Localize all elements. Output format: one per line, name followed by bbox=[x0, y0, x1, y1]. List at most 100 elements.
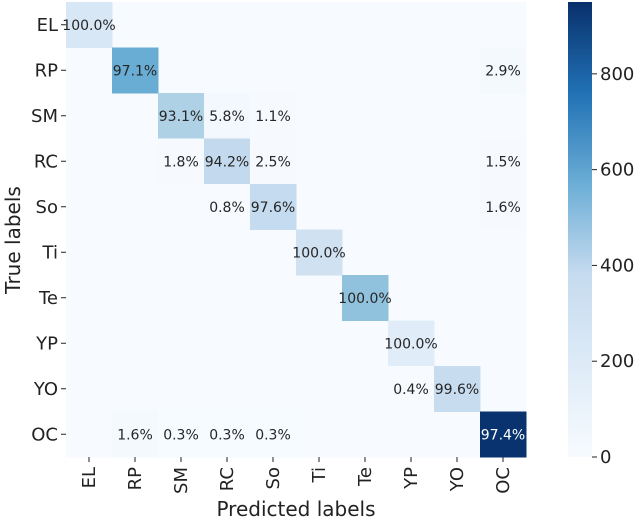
heatmap-cell bbox=[388, 138, 435, 185]
heatmap-cell bbox=[342, 366, 389, 412]
heatmap-grid bbox=[66, 2, 527, 458]
heatmap-cell bbox=[204, 47, 251, 94]
heatmap-cell bbox=[250, 320, 297, 367]
heatmap-cell bbox=[112, 47, 159, 94]
x-tick-label: YP bbox=[401, 467, 422, 490]
heatmap-cell bbox=[66, 93, 113, 139]
colorbar-ticks: 0 200 400 600 800 bbox=[592, 64, 634, 468]
heatmap-cell bbox=[388, 411, 435, 458]
cell-value-label: 2.5% bbox=[255, 154, 291, 170]
heatmap-cell bbox=[158, 229, 205, 276]
heatmap-cell bbox=[296, 320, 343, 367]
cell-value-label: 97.4% bbox=[481, 427, 525, 443]
heatmap-cell bbox=[66, 275, 113, 321]
heatmap-cell bbox=[434, 320, 481, 367]
heatmap-cell bbox=[434, 47, 481, 94]
heatmap-cell bbox=[204, 229, 251, 276]
heatmap-cell bbox=[66, 2, 113, 48]
heatmap-cell bbox=[112, 2, 159, 48]
cell-value-label: 100.0% bbox=[338, 291, 391, 307]
cell-value-label: 1.6% bbox=[485, 200, 521, 216]
cell-value-label: 100.0% bbox=[292, 245, 345, 261]
x-tick-label: OC bbox=[493, 467, 514, 494]
heatmap-cell bbox=[296, 93, 343, 139]
heatmap-cell bbox=[66, 411, 113, 458]
heatmap-cell bbox=[158, 93, 205, 139]
y-axis-ticks: EL RP SM RC So Ti Te YP YO OC bbox=[31, 15, 66, 445]
y-tick-label: RP bbox=[35, 60, 59, 81]
heatmap-cell bbox=[66, 138, 113, 185]
heatmap-cell bbox=[296, 229, 343, 276]
heatmap-cell bbox=[158, 47, 205, 94]
heatmap-cell bbox=[250, 47, 297, 94]
x-tick-label: YO bbox=[447, 467, 468, 492]
heatmap-cell bbox=[388, 2, 435, 48]
heatmap-cell bbox=[480, 138, 527, 185]
y-tick-label: YO bbox=[33, 379, 58, 400]
heatmap-cell bbox=[204, 184, 251, 230]
heatmap-cell bbox=[112, 366, 159, 412]
heatmap-cell bbox=[112, 138, 159, 185]
heatmap-cell bbox=[342, 2, 389, 48]
heatmap-cell bbox=[66, 320, 113, 367]
colorbar-tick-label: 800 bbox=[600, 64, 634, 85]
heatmap-cell bbox=[158, 184, 205, 230]
cell-value-label: 1.6% bbox=[117, 427, 153, 443]
heatmap-cell bbox=[158, 2, 205, 48]
heatmap-cell bbox=[296, 47, 343, 94]
heatmap-cell bbox=[66, 47, 113, 94]
heatmap-cell bbox=[388, 93, 435, 139]
x-tick-label: So bbox=[263, 467, 284, 489]
heatmap-cell bbox=[250, 229, 297, 276]
cell-value-label: 0.3% bbox=[255, 427, 291, 443]
heatmap-cell bbox=[480, 320, 527, 367]
heatmap-cell bbox=[158, 411, 205, 458]
heatmap-cell bbox=[388, 47, 435, 94]
colorbar-tick-label: 400 bbox=[600, 255, 634, 276]
x-tick-label: RP bbox=[125, 467, 146, 491]
x-tick-label: Ti bbox=[309, 467, 330, 483]
heatmap-cell bbox=[158, 366, 205, 412]
heatmap-cell bbox=[296, 184, 343, 230]
heatmap-cell bbox=[112, 184, 159, 230]
cell-value-label: 94.2% bbox=[205, 154, 249, 170]
heatmap-cell bbox=[434, 138, 481, 185]
cell-value-label: 93.1% bbox=[159, 109, 203, 125]
heatmap-cell bbox=[480, 47, 527, 94]
y-tick-label: So bbox=[36, 197, 58, 218]
heatmap-cell bbox=[342, 47, 389, 94]
heatmap-cell bbox=[388, 229, 435, 276]
y-tick-label: SM bbox=[31, 106, 58, 127]
y-tick-label: YP bbox=[35, 333, 58, 354]
x-tick-label: Te bbox=[355, 467, 376, 487]
cell-value-label: 1.1% bbox=[255, 109, 291, 125]
heatmap-cell bbox=[296, 275, 343, 321]
heatmap-cell bbox=[296, 138, 343, 185]
x-axis-ticks: EL RP SM RC So Ti Te YP YO OC bbox=[79, 457, 514, 494]
heatmap-cell bbox=[250, 411, 297, 458]
heatmap-cell bbox=[296, 366, 343, 412]
heatmap-cell bbox=[342, 275, 389, 321]
heatmap-cell bbox=[480, 184, 527, 230]
y-tick-label: OC bbox=[31, 424, 58, 445]
heatmap-cell bbox=[434, 275, 481, 321]
cell-value-label: 100.0% bbox=[384, 336, 437, 352]
heatmap-cell bbox=[204, 320, 251, 367]
y-axis-title: True labels bbox=[1, 186, 25, 295]
heatmap-cell bbox=[388, 275, 435, 321]
colorbar bbox=[568, 2, 592, 457]
heatmap-cell bbox=[112, 411, 159, 458]
heatmap-cell bbox=[388, 184, 435, 230]
cell-value-label: 0.3% bbox=[209, 427, 245, 443]
heatmap-cell bbox=[158, 138, 205, 185]
heatmap-cell bbox=[434, 229, 481, 276]
heatmap-cell bbox=[112, 229, 159, 276]
x-axis-title: Predicted labels bbox=[216, 497, 375, 519]
heatmap-cell bbox=[342, 184, 389, 230]
cell-value-label: 5.8% bbox=[209, 109, 245, 125]
heatmap-cell bbox=[66, 184, 113, 230]
cell-value-label: 100.0% bbox=[62, 18, 115, 34]
cell-annotations: 100.0% 97.1% 2.9% 93.1% 5.8% 1.1% 1.8% 94.2% 2.5… bbox=[62, 18, 525, 444]
colorbar-tick-label: 600 bbox=[600, 160, 634, 181]
